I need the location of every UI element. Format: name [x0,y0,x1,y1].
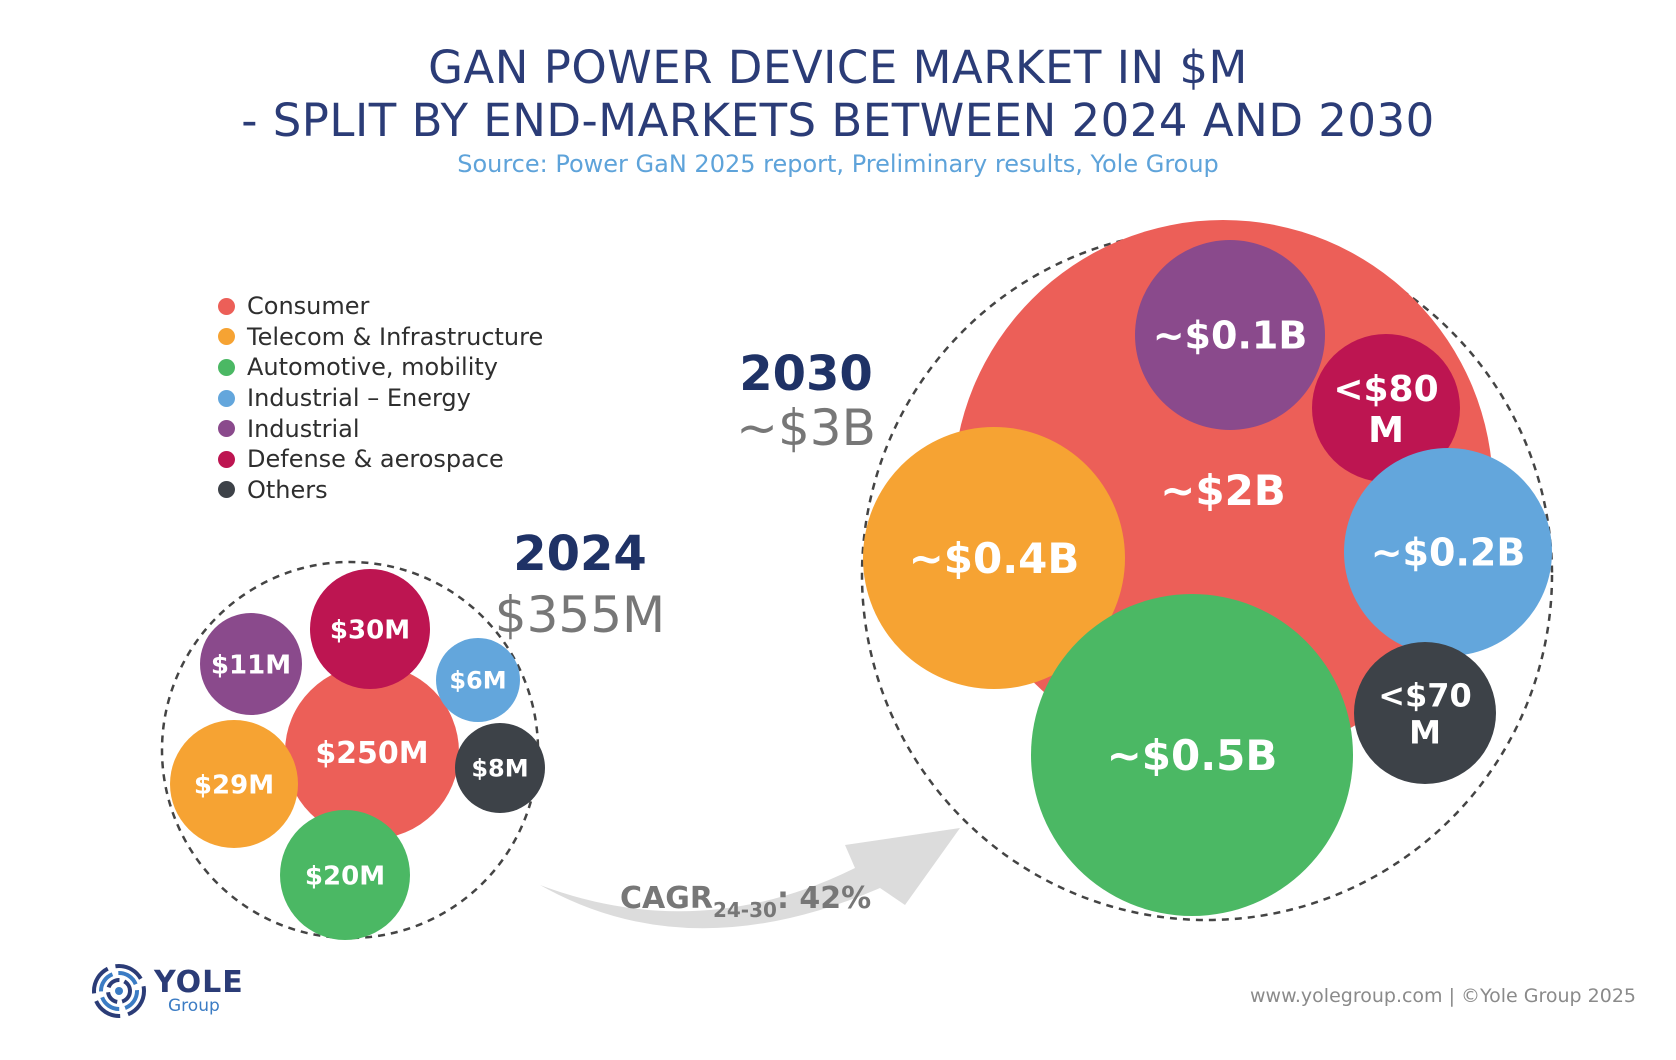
legend-item: Others [218,475,543,506]
total-label-2030: ~$3B [736,399,876,457]
bubble-label: $30M [330,615,410,645]
chart-title-line1: GAN POWER DEVICE MARKET IN $M [428,41,1248,94]
legend-item: Consumer [218,291,543,322]
bubble-label: $250M [315,736,428,771]
bubble-2030-industrial-energy [1344,448,1552,656]
bubble-2024-defense-aerospace [310,569,430,689]
legend-item: Defense & aerospace [218,444,543,475]
cagr-subscript: 24-30 [713,898,777,922]
legend-swatch [218,358,235,376]
bubble-label: ~$0.1B [1153,314,1308,358]
bubble-2030-automotive-mobility [1031,594,1353,916]
bubble-2030-defense-aerospace [1312,334,1460,482]
chart-title-line2: - SPLIT BY END-MARKETS BETWEEN 2024 AND … [241,94,1435,147]
cagr-value: : 42% [777,881,871,916]
cagr-prefix: CAGR [620,881,713,916]
total-label-2024: $355M [495,586,665,644]
legend-label: Others [247,475,328,504]
legend-swatch [218,328,235,346]
legend-item: Industrial [218,413,543,444]
legend-label: Industrial [247,414,360,443]
legend-label: Automotive, mobility [247,353,499,382]
yole-logo-icon [92,964,146,1018]
bubble-2030-others [1354,642,1496,784]
bubble-label: <$80 [1333,369,1438,410]
bubble-label: <$70 [1378,677,1472,715]
bubble-2024-others [455,723,545,813]
legend-item: Telecom & Infrastructure [218,322,543,353]
year-label-2030: 2030 [739,346,873,402]
legend-swatch [218,450,235,468]
legend-swatch [218,420,235,438]
bubble-label: ~$2B [1160,466,1286,515]
bubble-label: $11M [211,650,291,680]
bubble-2024-automotive-mobility [280,810,410,940]
bubble-2024-consumer [285,665,459,839]
bubble-2030-industrial [1135,240,1325,430]
bubble-label: $6M [449,667,506,695]
legend-item: Industrial – Energy [218,383,543,414]
legend-swatch [218,389,235,407]
bubble-label: M [1409,713,1441,751]
bubble-2024-industrial-energy [436,638,520,722]
logo-name: YOLE [154,964,244,1000]
bubble-label: ~$0.5B [1107,731,1278,780]
bubble-2024-industrial [200,613,302,715]
bubble-2030-telecom-infrastructure [863,427,1125,689]
yole-logo: YOLE Group [90,962,244,1020]
legend-label: Defense & aerospace [247,445,504,474]
logo-sub: Group [168,995,220,1016]
chart-subtitle: Source: Power GaN 2025 report, Prelimina… [457,150,1219,178]
legend-swatch [218,297,235,315]
legend-label: Telecom & Infrastructure [247,322,544,351]
bubble-2024-telecom-infrastructure [170,720,298,848]
bubble-label: $20M [305,861,385,891]
footer-copyright: www.yolegroup.com | ©Yole Group 2025 [1250,985,1636,1007]
bubble-label: $8M [471,755,528,783]
legend-label: Industrial – Energy [247,384,471,413]
legend: Consumer Telecom & Infrastructure Automoti… [218,291,543,505]
bubble-label: ~$0.2B [1371,531,1526,575]
legend-label: Consumer [247,292,370,321]
growth-arrow [540,828,960,929]
bubble-label: $29M [194,770,274,800]
legend-item: Automotive, mobility [218,352,543,383]
year-label-2024: 2024 [513,526,647,582]
bubble-label: M [1368,410,1404,451]
legend-swatch [218,481,235,499]
cagr-label: CAGR24-30: 42% [620,881,871,922]
bubble-label: ~$0.4B [909,534,1080,583]
